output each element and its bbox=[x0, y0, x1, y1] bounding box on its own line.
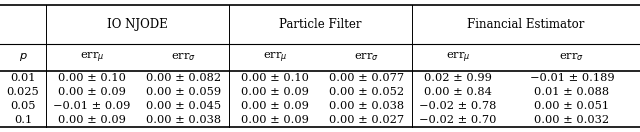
Text: 0.00 ± 0.045: 0.00 ± 0.045 bbox=[146, 101, 221, 111]
Text: 0.00 ± 0.10: 0.00 ± 0.10 bbox=[241, 73, 309, 83]
Text: 0.00 ± 0.027: 0.00 ± 0.027 bbox=[329, 115, 404, 125]
Text: err$_{\sigma}$: err$_{\sigma}$ bbox=[354, 52, 379, 63]
Text: 0.1: 0.1 bbox=[14, 115, 32, 125]
Text: Financial Estimator: Financial Estimator bbox=[467, 18, 585, 31]
Text: Particle Filter: Particle Filter bbox=[280, 18, 362, 31]
Text: 0.00 ± 0.09: 0.00 ± 0.09 bbox=[241, 87, 309, 97]
Text: 0.00 ± 0.059: 0.00 ± 0.059 bbox=[146, 87, 221, 97]
Text: err$_{\mu}$: err$_{\mu}$ bbox=[262, 50, 287, 65]
Text: 0.00 ± 0.09: 0.00 ± 0.09 bbox=[58, 87, 126, 97]
Text: IO NJODE: IO NJODE bbox=[108, 18, 168, 31]
Text: 0.01: 0.01 bbox=[10, 73, 36, 83]
Text: 0.00 ± 0.032: 0.00 ± 0.032 bbox=[534, 115, 609, 125]
Text: 0.00 ± 0.082: 0.00 ± 0.082 bbox=[146, 73, 221, 83]
Text: −0.01 ± 0.189: −0.01 ± 0.189 bbox=[529, 73, 614, 83]
Text: 0.00 ± 0.09: 0.00 ± 0.09 bbox=[58, 115, 126, 125]
Text: −0.01 ± 0.09: −0.01 ± 0.09 bbox=[53, 101, 131, 111]
Text: err$_{\mu}$: err$_{\mu}$ bbox=[445, 50, 470, 65]
Text: 0.00 ± 0.052: 0.00 ± 0.052 bbox=[329, 87, 404, 97]
Text: 0.00 ± 0.10: 0.00 ± 0.10 bbox=[58, 73, 126, 83]
Text: err$_{\mu}$: err$_{\mu}$ bbox=[79, 50, 104, 65]
Text: 0.00 ± 0.09: 0.00 ± 0.09 bbox=[241, 101, 309, 111]
Text: 0.00 ± 0.038: 0.00 ± 0.038 bbox=[146, 115, 221, 125]
Text: err$_{\sigma}$: err$_{\sigma}$ bbox=[559, 52, 584, 63]
Text: 0.01 ± 0.088: 0.01 ± 0.088 bbox=[534, 87, 609, 97]
Text: 0.00 ± 0.84: 0.00 ± 0.84 bbox=[424, 87, 492, 97]
Text: err$_{\sigma}$: err$_{\sigma}$ bbox=[171, 52, 196, 63]
Text: 0.05: 0.05 bbox=[10, 101, 36, 111]
Text: 0.02 ± 0.99: 0.02 ± 0.99 bbox=[424, 73, 492, 83]
Text: $p$: $p$ bbox=[19, 51, 28, 63]
Text: 0.00 ± 0.09: 0.00 ± 0.09 bbox=[241, 115, 309, 125]
Text: 0.00 ± 0.038: 0.00 ± 0.038 bbox=[329, 101, 404, 111]
Text: −0.02 ± 0.78: −0.02 ± 0.78 bbox=[419, 101, 497, 111]
Text: 0.00 ± 0.077: 0.00 ± 0.077 bbox=[329, 73, 404, 83]
Text: 0.025: 0.025 bbox=[6, 87, 40, 97]
Text: −0.02 ± 0.70: −0.02 ± 0.70 bbox=[419, 115, 497, 125]
Text: 0.00 ± 0.051: 0.00 ± 0.051 bbox=[534, 101, 609, 111]
